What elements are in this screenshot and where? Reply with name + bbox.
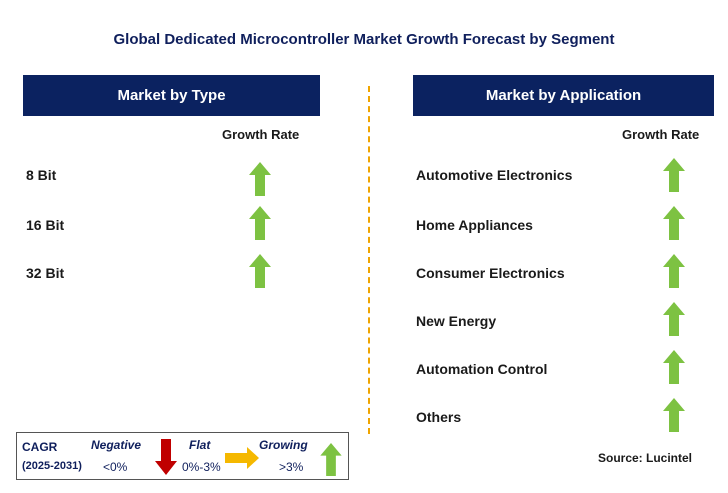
growing-arrow-icon: [663, 398, 685, 432]
legend-growing-range: >3%: [279, 460, 304, 474]
market-by-application-header: Market by Application: [413, 75, 714, 116]
application-row-label: Home Appliances: [416, 217, 533, 233]
flat-arrow-icon: [225, 447, 259, 469]
negative-arrow-icon: [155, 439, 177, 475]
type-growth-rate-label: Growth Rate: [222, 127, 300, 142]
legend-negative-range: <0%: [103, 460, 128, 474]
growing-arrow-icon: [249, 206, 271, 240]
growing-arrow-icon: [663, 254, 685, 288]
growing-arrow-icon: [249, 162, 271, 196]
source-label: Source: Lucintel: [598, 451, 693, 465]
growing-arrow-icon: [663, 206, 685, 240]
cagr-legend: CAGR (2025-2031) Negative <0% Flat 0%-3%…: [16, 432, 349, 480]
application-row-label: Automation Control: [416, 361, 548, 377]
legend-period: (2025-2031): [22, 460, 82, 472]
application-row-label: Others: [416, 409, 462, 425]
growing-arrow-icon: [663, 158, 685, 192]
legend-flat-range: 0%-3%: [182, 460, 221, 474]
legend-cagr-label: CAGR: [22, 440, 58, 454]
market-by-type-header: Market by Type: [23, 75, 320, 116]
type-row-label: 32 Bit: [26, 265, 65, 281]
growing-arrow-icon: [320, 443, 342, 476]
application-row-label: Consumer Electronics: [416, 265, 565, 281]
legend-negative-label: Negative: [91, 438, 142, 452]
growing-arrow-icon: [249, 254, 271, 288]
chart-title: Global Dedicated Microcontroller Market …: [113, 31, 615, 48]
legend-flat-label: Flat: [189, 438, 211, 452]
application-row-label: Automotive Electronics: [416, 167, 573, 183]
type-row-label: 16 Bit: [26, 217, 65, 233]
growing-arrow-icon: [663, 302, 685, 336]
legend-growing-label: Growing: [259, 438, 308, 452]
type-row-label: 8 Bit: [26, 167, 57, 183]
application-growth-rate-label: Growth Rate: [622, 127, 700, 142]
panel-divider: [368, 86, 370, 434]
application-row-label: New Energy: [416, 313, 497, 329]
growing-arrow-icon: [663, 350, 685, 384]
